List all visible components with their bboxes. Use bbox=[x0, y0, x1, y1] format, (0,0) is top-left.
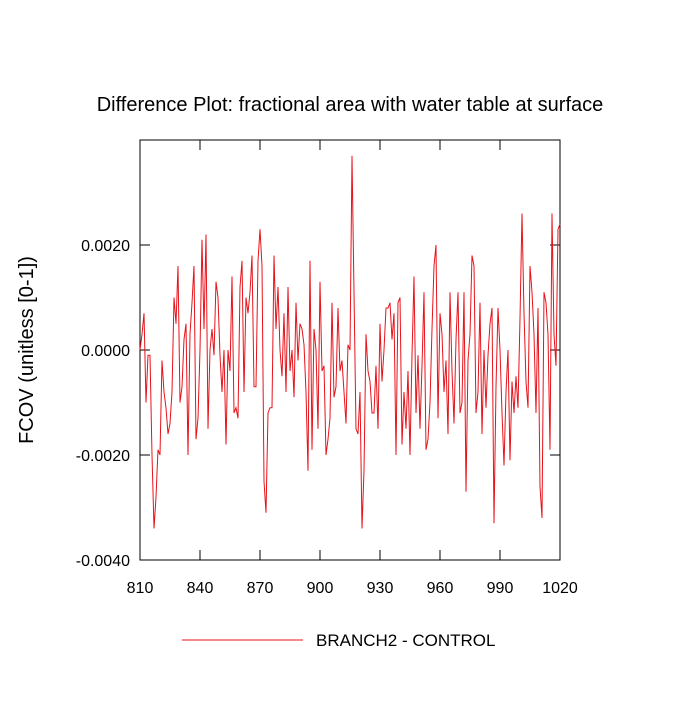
x-tick-label: 960 bbox=[427, 580, 454, 597]
x-tick-label: 930 bbox=[367, 580, 394, 597]
data-line bbox=[139, 155, 561, 529]
y-tick-label: -0.0040 bbox=[76, 553, 130, 570]
y-axis-label: FCOV (unitless [0-1]) bbox=[16, 256, 38, 444]
y-tick-label: 0.0000 bbox=[81, 343, 130, 360]
x-tick-label: 810 bbox=[127, 580, 154, 597]
y-tick-label: 0.0020 bbox=[81, 238, 130, 255]
x-tick-label: 870 bbox=[247, 580, 274, 597]
x-tick-label: 840 bbox=[187, 580, 214, 597]
legend-label: BRANCH2 - CONTROL bbox=[316, 631, 495, 650]
x-tick-label: 900 bbox=[307, 580, 334, 597]
x-tick-label: 990 bbox=[487, 580, 514, 597]
x-tick-label: 1020 bbox=[542, 580, 578, 597]
y-tick-label: -0.0020 bbox=[76, 448, 130, 465]
chart-title: Difference Plot: fractional area with wa… bbox=[97, 94, 604, 116]
